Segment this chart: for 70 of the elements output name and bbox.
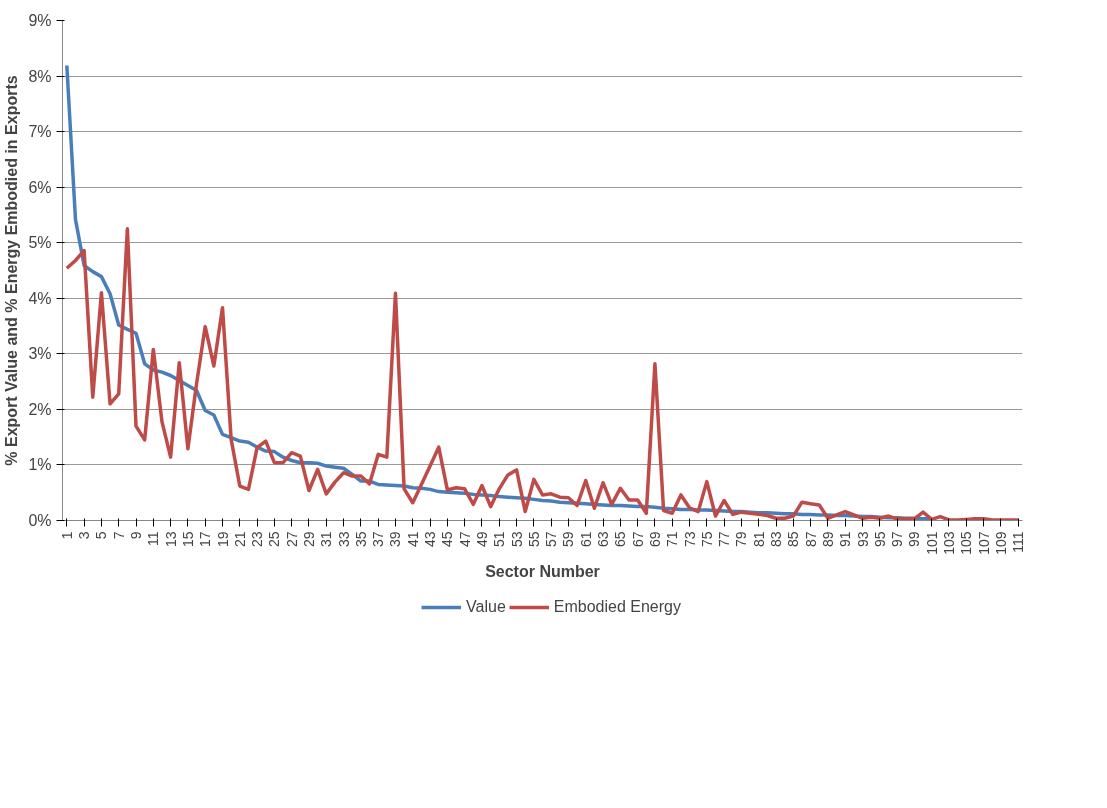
y-tick-label: 1% (28, 456, 52, 474)
x-tick-label: 53 (508, 531, 525, 548)
x-tick-label: 57 (543, 531, 560, 548)
y-tick-label: 3% (28, 345, 52, 363)
x-tick-label: 49 (473, 531, 490, 548)
x-tick-label: 41 (404, 531, 421, 548)
x-tick-label: 103 (940, 531, 957, 555)
x-tick-label: 3 (76, 531, 93, 540)
x-tick-label: 11 (145, 531, 162, 547)
y-tick-label: 6% (28, 178, 52, 196)
x-tick-label: 37 (370, 531, 387, 548)
x-tick-label: 77 (716, 531, 733, 548)
x-tick-label: 23 (249, 531, 266, 548)
x-tick-label: 69 (646, 531, 663, 548)
x-tick-label: 67 (629, 531, 646, 548)
x-tick-label: 33 (335, 531, 352, 548)
y-tick-label: 2% (28, 400, 52, 418)
x-axis-title: Sector Number (485, 562, 600, 580)
x-tick-label: 27 (283, 531, 300, 548)
y-axis-title: % Export Value and % Energy Embodied in Exports (3, 75, 21, 466)
x-tick-label: 19 (214, 531, 231, 548)
x-tick-label: 65 (612, 531, 629, 548)
x-tick-label: 35 (352, 531, 369, 548)
x-tick-label: 89 (819, 531, 836, 548)
y-tick-label: 7% (28, 123, 52, 141)
y-tick-label: 0% (28, 512, 52, 529)
x-tick-label: 111 (1010, 531, 1027, 553)
x-tick-label: 93 (854, 531, 871, 548)
x-tick-label: 85 (785, 531, 802, 548)
y-tick-label: 4% (28, 289, 52, 307)
x-tick-label: 5 (93, 531, 110, 540)
legend-label: Embodied Energy (553, 598, 681, 616)
x-tick-label: 31 (318, 531, 335, 548)
x-tick-label: 79 (733, 531, 750, 548)
x-tick-label: 105 (958, 531, 975, 555)
x-tick-label: 39 (387, 531, 404, 548)
x-tick-label: 63 (595, 531, 612, 548)
x-tick-label: 17 (197, 531, 214, 548)
x-tick-label: 9 (128, 531, 145, 540)
y-tick-label: 9% (28, 12, 52, 29)
x-tick-label: 29 (300, 531, 317, 548)
x-tick-label: 107 (975, 531, 992, 555)
x-tick-label: 83 (768, 531, 785, 548)
x-tick-label: 59 (560, 531, 577, 548)
x-tick-label: 97 (889, 531, 906, 548)
x-tick-label: 75 (698, 531, 715, 548)
x-tick-label: 71 (664, 531, 681, 548)
y-tick-label: 8% (28, 67, 52, 85)
x-tick-label: 21 (231, 531, 248, 548)
x-tick-label: 45 (439, 531, 456, 548)
x-tick-label: 101 (923, 531, 940, 555)
x-tick-label: 109 (992, 531, 1009, 555)
x-tick-label: 81 (750, 531, 767, 548)
x-tick-label: 91 (837, 531, 854, 548)
x-tick-label: 87 (802, 531, 819, 548)
y-tick-label: 5% (28, 234, 52, 252)
x-tick-label: 61 (577, 531, 594, 548)
x-tick-label: 25 (266, 531, 283, 548)
x-tick-label: 1 (58, 531, 75, 540)
x-tick-label: 73 (681, 531, 698, 548)
x-tick-label: 7 (110, 531, 127, 540)
x-tick-label: 13 (162, 531, 179, 548)
legend-label: Value (466, 598, 506, 616)
x-tick-label: 99 (906, 531, 923, 548)
x-tick-label: 95 (871, 531, 888, 548)
x-tick-label: 43 (422, 531, 439, 548)
x-tick-label: 47 (456, 531, 473, 548)
x-tick-label: 15 (179, 531, 196, 548)
x-tick-label: 51 (491, 531, 508, 548)
x-tick-label: 55 (525, 531, 542, 548)
